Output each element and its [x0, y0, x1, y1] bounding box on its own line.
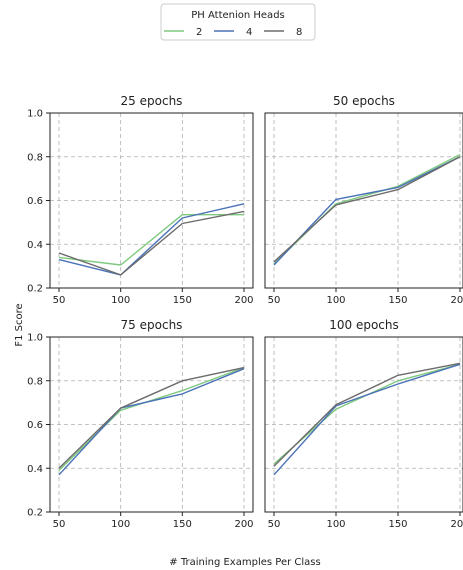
- x-tick-label: 200: [450, 519, 463, 530]
- x-tick-label: 50: [268, 519, 281, 530]
- legend-label-4: 4: [246, 27, 252, 38]
- panel-title: 50 epochs: [333, 94, 395, 108]
- x-tick-label: 50: [268, 295, 281, 306]
- y-tick-label: 1.0: [27, 333, 43, 344]
- x-tick-label: 200: [234, 519, 253, 530]
- series-line-2: [58, 213, 244, 266]
- series-line-2: [273, 363, 461, 465]
- x-tick-label: 100: [111, 519, 130, 530]
- y-tick-label: 0.6: [27, 196, 43, 207]
- legend-label-8: 8: [296, 27, 302, 38]
- y-tick-label: 1.0: [27, 109, 43, 120]
- panel-frame: [264, 112, 463, 289]
- x-tick-label: 200: [450, 295, 463, 306]
- series-line-8: [273, 362, 461, 467]
- panel-frame: [264, 336, 463, 513]
- legend: PH Attenion Heads 2 4 8: [160, 3, 316, 41]
- panel-2: 50 epochs 50 100 150 200: [264, 94, 463, 306]
- legend-entries: 2 4 8: [164, 27, 302, 38]
- series-line-4: [58, 203, 245, 276]
- series-line-4: [58, 368, 245, 476]
- x-tick-label: 100: [111, 295, 130, 306]
- series-line-8: [58, 210, 245, 276]
- y-tick-label: 0.2: [27, 284, 43, 295]
- x-tick-label: 100: [326, 519, 345, 530]
- panel-title: 75 epochs: [121, 318, 183, 332]
- y-tick-label: 0.6: [27, 420, 43, 431]
- x-tick-label: 100: [326, 295, 345, 306]
- x-tick-label: 150: [173, 295, 192, 306]
- panel-4: 100 epochs 50 100 150 200: [264, 318, 463, 530]
- legend-title: PH Attenion Heads: [191, 10, 285, 21]
- y-tick-label: 0.4: [27, 240, 43, 251]
- legend-label-2: 2: [196, 27, 202, 38]
- x-tick-label: 200: [234, 295, 253, 306]
- series-line-4: [273, 363, 461, 476]
- x-tick-label: 150: [388, 295, 407, 306]
- panel-3: 75 epochs 0.2 0.4 0.6 0.8 1.0 50 100 150 200: [27, 318, 253, 530]
- y-tick-label: 0.4: [27, 464, 43, 475]
- panel-1: 25 epochs 0.2 0.4 0.6 0.8 1.0 50 100 150 200: [27, 94, 253, 306]
- series-line-8: [273, 156, 461, 263]
- x-tick-label: 150: [388, 519, 407, 530]
- series-line-4: [273, 156, 461, 266]
- y-axis-label: F1 Score: [14, 303, 25, 346]
- series-line-2: [58, 366, 245, 471]
- panel-title: 100 epochs: [329, 318, 399, 332]
- x-tick-label: 50: [53, 519, 66, 530]
- series-line-8: [58, 366, 245, 469]
- x-tick-label: 50: [53, 295, 66, 306]
- y-tick-label: 0.8: [27, 152, 43, 163]
- x-tick-label: 150: [173, 519, 192, 530]
- x-axis-label: # Training Examples Per Class: [169, 557, 320, 568]
- y-tick-label: 0.8: [27, 376, 43, 387]
- y-tick-label: 0.2: [27, 508, 43, 519]
- panel-title: 25 epochs: [121, 94, 183, 108]
